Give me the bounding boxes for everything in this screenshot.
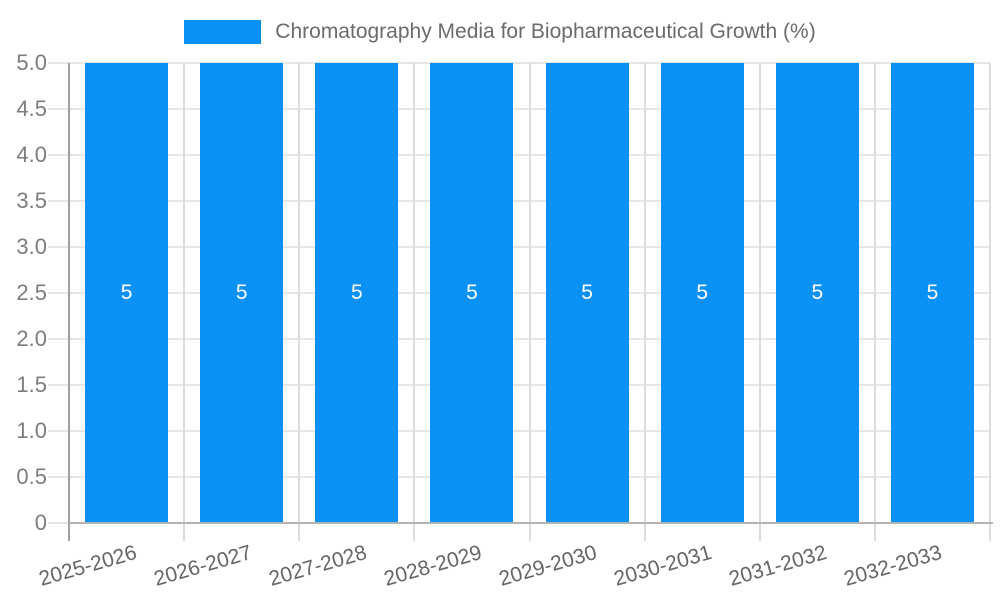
y-axis-tick-label: 2.0	[16, 326, 47, 351]
x-axis-tick-label: 2030-2031	[611, 541, 715, 591]
bar-value-label: 5	[581, 281, 593, 304]
bar-2028-2029[interactable]	[430, 63, 514, 523]
y-gridline	[48, 292, 990, 294]
y-gridline	[48, 430, 990, 432]
y-axis-tick-label: 1.0	[16, 418, 47, 443]
y-gridline	[48, 476, 990, 478]
x-gridline	[183, 63, 186, 541]
bar-2032-2033[interactable]	[890, 63, 974, 523]
y-axis-tick-label: 0	[34, 510, 47, 535]
x-axis-tick-label: 2026-2027	[151, 541, 255, 591]
x-gridline	[873, 63, 876, 541]
legend-swatch	[184, 20, 262, 44]
bar-value-label: 5	[350, 281, 363, 304]
y-axis-tick-label: 2.5	[16, 280, 47, 305]
x-axis-line	[69, 522, 993, 524]
x-gridline	[528, 63, 531, 541]
y-gridline	[48, 108, 990, 110]
y-gridline	[48, 62, 990, 64]
bar-value-label: 5	[811, 281, 824, 304]
bar-value-label: 5	[466, 281, 478, 304]
y-gridline	[48, 200, 990, 202]
x-axis-tick-label: 2025-2026	[36, 541, 139, 591]
bar-value-label: 5	[235, 281, 248, 304]
bar-value-label: 5	[696, 281, 709, 304]
x-gridline	[758, 63, 761, 541]
y-gridline	[48, 338, 990, 340]
y-gridline	[48, 384, 990, 386]
bar-value-label: 5	[120, 281, 133, 304]
x-axis-tick-label: 2031-2032	[726, 541, 830, 591]
legend[interactable]: Chromatography Media for Biopharmaceutic…	[0, 18, 1000, 46]
x-axis-tick-label: 2032-2033	[841, 541, 945, 591]
x-gridline	[989, 63, 991, 541]
bar-2030-2031[interactable]	[660, 63, 744, 523]
y-gridline	[48, 246, 990, 248]
x-axis-tick-label: 2027-2028	[266, 541, 370, 591]
bar-2029-2030[interactable]	[545, 63, 629, 523]
y-axis-tick-label: 3.0	[16, 234, 47, 259]
x-axis-tick-label: 2028-2029	[381, 541, 485, 591]
bar-2026-2027[interactable]	[200, 63, 284, 523]
y-axis-tick-label: 4.5	[16, 96, 47, 121]
legend-label: Chromatography Media for Biopharmaceutic…	[275, 20, 816, 43]
bar-2025-2026[interactable]	[85, 63, 169, 523]
y-gridline	[48, 154, 990, 156]
y-axis-tick-label: 0.5	[16, 464, 47, 489]
bar-2027-2028[interactable]	[315, 63, 399, 523]
y-axis-tick-label: 5.0	[16, 50, 47, 75]
bar-2031-2032[interactable]	[775, 63, 859, 523]
y-axis-line	[68, 63, 70, 541]
x-axis-tick-label: 2029-2030	[496, 541, 600, 591]
y-axis-tick-label: 4.0	[16, 142, 47, 167]
x-gridline	[643, 63, 646, 541]
y-axis-tick-label: 3.5	[16, 188, 47, 213]
bar-value-label: 5	[926, 281, 939, 304]
x-gridline	[298, 63, 301, 541]
y-axis-tick-label: 1.5	[16, 372, 47, 397]
y-gridline	[48, 522, 69, 524]
x-gridline	[413, 63, 416, 541]
